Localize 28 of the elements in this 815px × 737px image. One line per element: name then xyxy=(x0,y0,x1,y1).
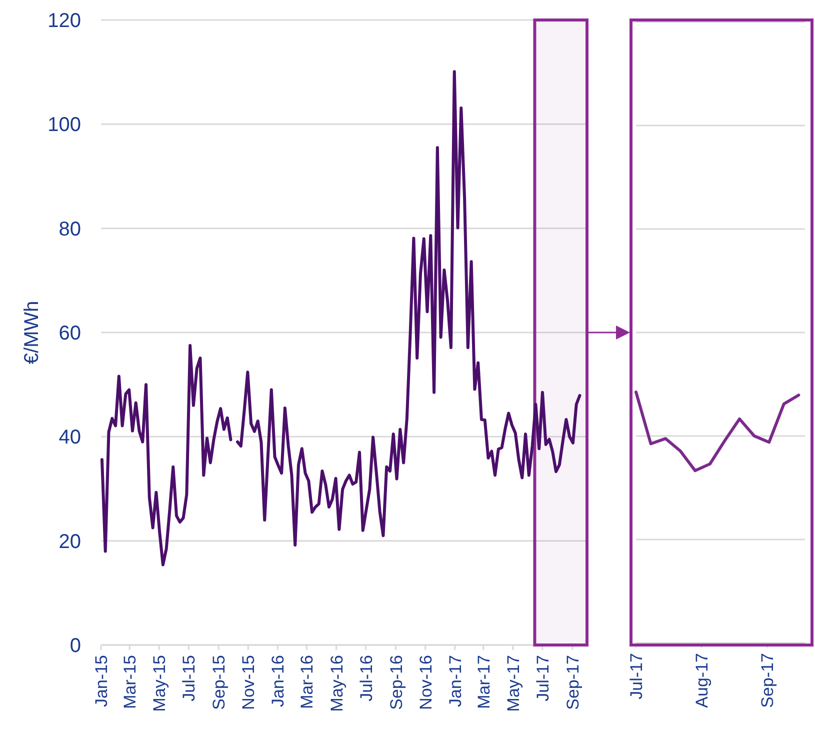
x-tick-label: Mar-17 xyxy=(474,655,494,709)
x-tick-label: Sep-17 xyxy=(563,655,582,710)
x-tick-label: May-15 xyxy=(150,655,170,712)
y-tick-label: 60 xyxy=(58,322,81,344)
y-axis-title: €/MWh xyxy=(21,300,43,364)
x-tick-label: Jul-17 xyxy=(533,655,552,702)
x-tick-label: Jul-16 xyxy=(356,655,376,702)
x-tick-label: Sep-16 xyxy=(386,655,406,710)
x-tick-label: Mar-16 xyxy=(298,655,317,709)
x-tick-label: Jul-17 xyxy=(627,653,646,700)
x-tick-label: Jul-15 xyxy=(180,655,199,702)
x-tick-label: Nov-15 xyxy=(239,655,258,710)
x-tick-label: Jan-16 xyxy=(268,655,288,707)
x-tick-label: Jan-15 xyxy=(92,655,111,707)
x-tick-label: Mar-15 xyxy=(120,655,140,709)
y-tick-label: 0 xyxy=(70,635,81,657)
x-tick-label: Aug-17 xyxy=(692,653,712,708)
x-tick-label: May-16 xyxy=(327,655,346,712)
x-tick-label: Nov-16 xyxy=(416,655,436,710)
y-tick-label: 80 xyxy=(58,218,81,240)
x-tick-label: Sep-17 xyxy=(758,653,777,708)
y-tick-label: 20 xyxy=(58,530,81,553)
x-tick-label: Jan-17 xyxy=(446,655,465,707)
y-tick-label: 120 xyxy=(48,10,81,32)
x-tick-label: Sep-15 xyxy=(210,655,229,710)
x-tick-label: May-17 xyxy=(504,655,523,712)
y-tick-label: 100 xyxy=(48,114,81,136)
y-tick-label: 40 xyxy=(58,426,81,449)
